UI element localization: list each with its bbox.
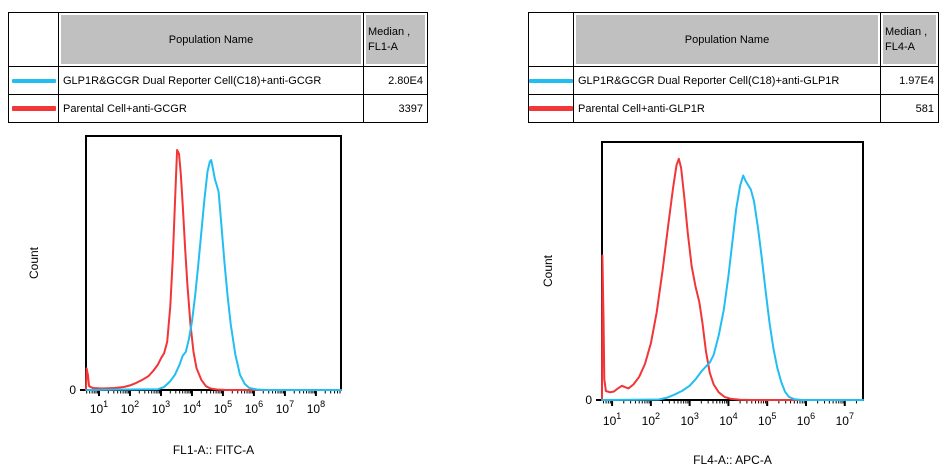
median-header-line2: FL1-A [368, 40, 398, 53]
red-line-swatch [529, 106, 573, 112]
svg-text:102: 102 [121, 399, 139, 416]
median-header-line2: FL4-A [885, 40, 915, 53]
svg-text:106: 106 [245, 399, 263, 416]
population-name-cell: Parental Cell+anti-GLP1R [573, 94, 881, 123]
histogram-fl1a: 101 102 103 104 105 106 107 108 0 [69, 135, 342, 416]
cyan-line-swatch [529, 78, 573, 83]
svg-text:105: 105 [758, 411, 776, 428]
table-row: Parental Cell+anti-GLP1R 581 [528, 94, 939, 123]
table-row: Parental Cell+anti-GCGR 3397 [8, 94, 428, 123]
median-header: Median , FL1-A [363, 12, 428, 67]
cyan-line-swatch [11, 78, 56, 83]
population-name-header: Population Name [58, 12, 364, 67]
y-axis-label-count: Count [27, 246, 41, 280]
svg-text:108: 108 [307, 399, 325, 416]
series-color-swatch-cell [8, 94, 59, 123]
swatch-column-header [528, 12, 574, 67]
series-color-swatch-cell [528, 94, 574, 123]
svg-text:101: 101 [90, 399, 108, 416]
svg-text:0: 0 [69, 383, 76, 397]
median-value-cell: 2.80E4 [363, 66, 428, 95]
svg-text:106: 106 [797, 411, 815, 428]
series-color-swatch-cell [8, 66, 59, 95]
svg-text:105: 105 [214, 399, 232, 416]
median-header-line1: Median , [885, 25, 928, 38]
population-name-header: Population Name [573, 12, 881, 67]
x-axis-label-fl4a: FL4-A:: APC-A [693, 453, 772, 467]
svg-text:104: 104 [719, 411, 737, 428]
population-table-fl1a: Population Name Median , FL1-A GLP1R&GCG… [8, 12, 428, 123]
svg-text:103: 103 [152, 399, 170, 416]
population-name-cell: GLP1R&GCGR Dual Reporter Cell(C18)+anti-… [573, 66, 881, 95]
median-header-line1: Median , [368, 25, 411, 38]
median-header: Median , FL4-A [880, 12, 939, 67]
svg-text:107: 107 [276, 399, 294, 416]
median-value-cell: 581 [880, 94, 939, 123]
median-value-cell: 3397 [363, 94, 428, 123]
svg-text:102: 102 [642, 411, 660, 428]
population-table-fl4a: Population Name Median , FL4-A GLP1R&GCG… [528, 12, 939, 123]
median-value-cell: 1.97E4 [880, 66, 939, 95]
histogram-fl4a: 101 102 103 104 105 106 107 0 [585, 141, 864, 428]
population-name-cell: GLP1R&GCGR Dual Reporter Cell(C18)+anti-… [58, 66, 364, 95]
svg-text:0: 0 [585, 393, 592, 407]
y-axis-label-count: Count [541, 254, 555, 288]
svg-text:103: 103 [680, 411, 698, 428]
swatch-column-header [8, 12, 59, 67]
table-row: GLP1R&GCGR Dual Reporter Cell(C18)+anti-… [528, 66, 939, 95]
svg-text:107: 107 [836, 411, 854, 428]
svg-text:104: 104 [183, 399, 201, 416]
series-color-swatch-cell [528, 66, 574, 95]
svg-text:101: 101 [603, 411, 621, 428]
x-axis-label-fl1a: FL1-A:: FITC-A [172, 443, 255, 457]
population-name-cell: Parental Cell+anti-GCGR [58, 94, 364, 123]
red-line-swatch [11, 106, 56, 112]
table-row: GLP1R&GCGR Dual Reporter Cell(C18)+anti-… [8, 66, 428, 95]
